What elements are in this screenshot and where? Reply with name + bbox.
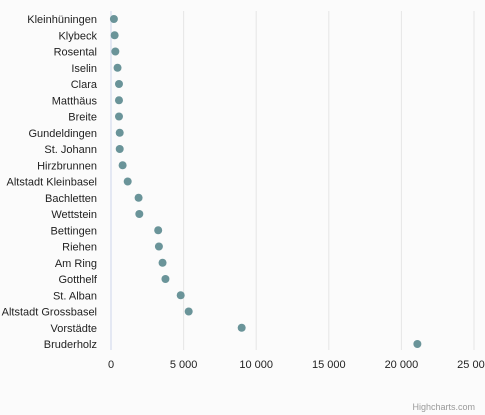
x-axis-tick-labels: 0 5 000 10 000 15 000 20 000 25 000 — [108, 359, 485, 371]
data-point[interactable] — [115, 145, 124, 153]
category-label: Gundeldingen — [28, 128, 97, 140]
data-point[interactable] — [154, 226, 163, 235]
category-labels: Kleinhüningen Klybeck Rosental Iselin Clara M… — [2, 14, 98, 351]
category-label: Wettstein — [51, 209, 97, 221]
category-label: Vorstädte — [51, 323, 97, 335]
data-point[interactable] — [123, 177, 132, 186]
data-point[interactable] — [115, 128, 124, 137]
category-label: Gotthelf — [58, 274, 97, 286]
category-label: Iselin — [71, 63, 97, 75]
data-point[interactable] — [237, 323, 246, 332]
credits-link[interactable]: Highcharts.com — [412, 402, 475, 412]
x-tick-label: 0 — [108, 359, 114, 371]
grid-lines — [110, 11, 475, 350]
x-tick-label: 20 000 — [385, 359, 419, 371]
category-label: Bachletten — [45, 193, 97, 205]
category-label: St. Johann — [44, 144, 97, 156]
data-point[interactable] — [134, 193, 143, 202]
data-point[interactable] — [113, 63, 122, 72]
category-label: Matthäus — [52, 95, 98, 107]
category-label: Breite — [68, 112, 97, 124]
data-point[interactable] — [184, 307, 193, 316]
category-label: Rosental — [54, 47, 97, 59]
data-point[interactable] — [114, 80, 123, 88]
category-label: Altstadt Kleinbasel — [7, 177, 98, 189]
data-point[interactable] — [161, 275, 170, 283]
category-label: Riehen — [62, 242, 97, 254]
category-label: Klybeck — [58, 30, 97, 42]
data-point[interactable] — [413, 340, 422, 348]
x-tick-label: 15 000 — [312, 359, 346, 371]
data-points — [109, 15, 422, 348]
data-point[interactable] — [158, 258, 167, 267]
data-point[interactable] — [110, 31, 119, 40]
x-tick-label: 10 000 — [239, 359, 273, 371]
category-label: Am Ring — [55, 258, 97, 270]
category-label: Altstadt Grossbasel — [2, 307, 97, 319]
category-label: Clara — [71, 79, 98, 91]
data-point[interactable] — [111, 47, 120, 56]
data-point[interactable] — [154, 242, 163, 251]
category-label: Bettingen — [51, 225, 97, 237]
category-label: Bruderholz — [44, 339, 97, 351]
data-point[interactable] — [109, 15, 118, 23]
data-point[interactable] — [118, 161, 127, 170]
category-label: St. Alban — [53, 290, 97, 302]
x-tick-label: 5 000 — [170, 359, 198, 371]
x-tick-label: 25 000 — [457, 359, 485, 371]
data-point[interactable] — [114, 112, 123, 121]
data-point[interactable] — [176, 291, 185, 300]
category-label: Kleinhüningen — [27, 14, 97, 26]
data-point[interactable] — [114, 96, 123, 105]
data-point[interactable] — [135, 210, 144, 218]
category-label: Hirzbrunnen — [37, 160, 97, 172]
